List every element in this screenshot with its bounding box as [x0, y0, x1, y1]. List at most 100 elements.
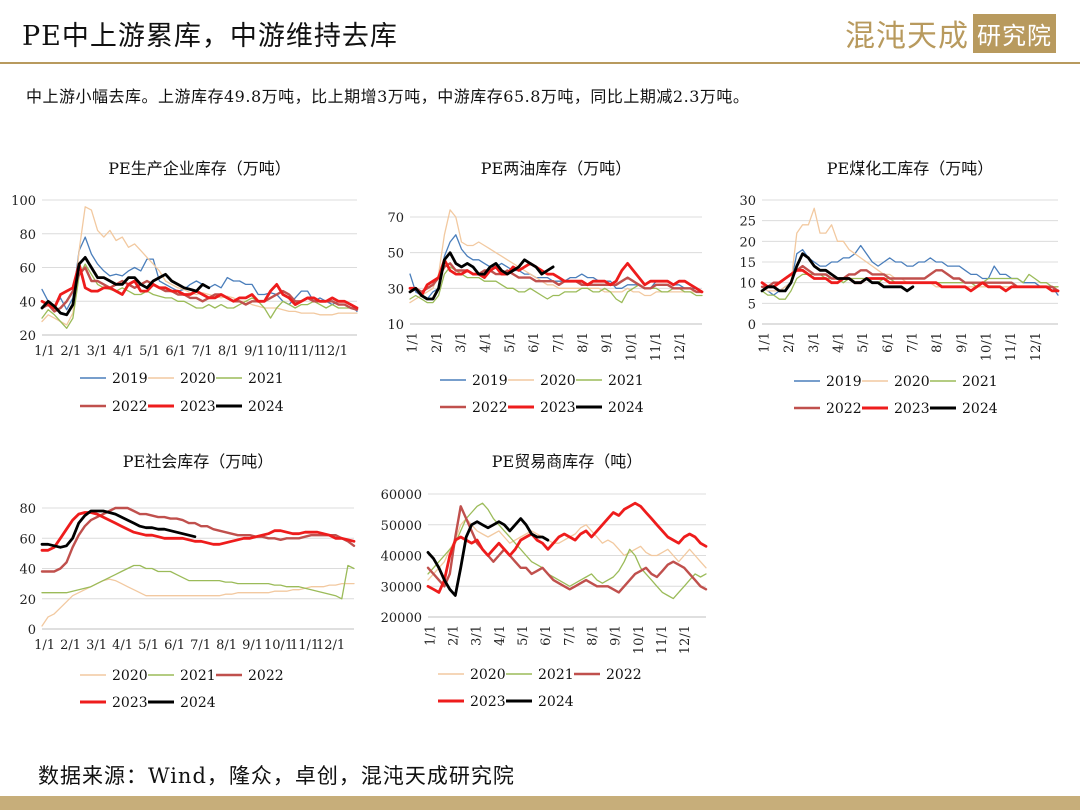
- x-tick-label: 5/1: [516, 625, 531, 646]
- series-line-2020: [409, 209, 703, 304]
- logo: 混沌天成 研究院: [845, 13, 1056, 54]
- legend-label: 2020: [112, 668, 148, 684]
- summary-text: 中上游小幅去库。上游库存49.8万吨，比上期增3万吨，中游库存65.8万吨，同比…: [26, 87, 750, 106]
- y-tick-label: 10: [387, 318, 404, 333]
- x-tick-label: 1/1: [34, 638, 55, 653]
- legend-label: 2024: [608, 400, 644, 416]
- chart-svg: PE生产企业库存（万吨） 20 40 60 80 100 1/1 2/1 3/1 4/1 5/1 6/…: [11, 159, 359, 415]
- series-line-2023: [760, 268, 1060, 293]
- x-tick-label: 12/1: [319, 344, 348, 359]
- series-line-2023: [408, 258, 704, 297]
- x-tick-label: 10/1: [264, 638, 293, 653]
- x-tick-label: 6/1: [164, 638, 185, 653]
- x-tick-label: 10/1: [266, 344, 295, 359]
- series-line-2022: [408, 262, 704, 294]
- y-tick-label: 60: [19, 262, 36, 277]
- y-tick-label: 5: [748, 297, 756, 312]
- y-tick-label: 40: [19, 295, 36, 310]
- x-tick-label: 1/1: [34, 344, 55, 359]
- legend-label: 2024: [248, 399, 284, 415]
- legend-label: 2021: [608, 373, 644, 389]
- header-divider: [0, 62, 1080, 64]
- x-tick-label: 1/1: [757, 332, 772, 353]
- x-tick-label: 5/1: [138, 638, 159, 653]
- chart-coal-chemical-inventory: PE煤化工库存（万吨） 0 5 10 15 20 25 30 1/1 2/1 3/1 4/1 5/1 6/…: [720, 150, 1080, 440]
- y-tick-label: 60000: [381, 488, 422, 503]
- y-tick-label: 0: [28, 623, 36, 638]
- x-tick-label: 6/1: [165, 344, 186, 359]
- legend-label: 2024: [538, 694, 574, 710]
- x-tick-label: 1/1: [423, 625, 438, 646]
- y-tick-label: 20: [19, 329, 36, 344]
- legend-label: 2021: [538, 667, 574, 683]
- x-tick-label: 2/1: [60, 638, 81, 653]
- legend-label: 2019: [826, 374, 862, 390]
- legend-label: 2020: [894, 374, 930, 390]
- y-tick-label: 20000: [381, 611, 422, 626]
- chart-svg: PE贸易商库存（吨） 20000 30000 40000 50000 60000 1/1 2/…: [381, 452, 708, 710]
- legend-label: 2022: [472, 400, 508, 416]
- y-tick-label: 50: [387, 247, 404, 262]
- x-tick-label: 3/1: [87, 344, 108, 359]
- x-tick-label: 11/1: [655, 625, 670, 654]
- x-tick-label: 11/1: [1004, 332, 1019, 361]
- footer-band: [0, 796, 1080, 810]
- x-tick-label: 12/1: [1029, 332, 1044, 361]
- legend-label: 2022: [606, 667, 642, 683]
- data-source: 数据来源：Wind，隆众，卓创，混沌天成研究院: [38, 764, 515, 788]
- x-tick-label: 7/1: [905, 332, 920, 353]
- chart-svg: PE煤化工库存（万吨） 0 5 10 15 20 25 30 1/1 2/1 3/1 4/1 5/1 6/…: [739, 159, 1060, 417]
- series-line-2023: [40, 262, 359, 310]
- y-tick-label: 70: [387, 211, 404, 226]
- x-tick-label: 3/1: [86, 638, 107, 653]
- series-line-2024: [426, 517, 550, 597]
- series-line-2021: [409, 266, 703, 304]
- y-tick-label: 15: [739, 256, 756, 271]
- series-line-2020: [41, 578, 355, 627]
- x-tick-label: 5/1: [139, 344, 160, 359]
- series-line-2019: [409, 234, 703, 300]
- x-tick-label: 4/1: [493, 625, 508, 646]
- x-tick-label: 9/1: [242, 638, 263, 653]
- legend-label: 2019: [472, 373, 508, 389]
- x-tick-label: 4/1: [113, 344, 134, 359]
- x-tick-label: 9/1: [955, 332, 970, 353]
- series-line-2021: [427, 502, 707, 600]
- x-tick-label: 12/1: [316, 638, 345, 653]
- series-line-2022: [40, 506, 356, 573]
- y-tick-label: 10: [739, 277, 756, 292]
- chart-social-inventory: PE社会库存（万吨） 0 20 40 60 80 1/1 2/1 3/1 4/1 5/1 6/1 7/1…: [0, 443, 360, 733]
- x-tick-label: 11/1: [293, 344, 322, 359]
- x-tick-label: 7/1: [562, 625, 577, 646]
- legend-label: 2020: [180, 371, 216, 387]
- series-line-2023: [426, 501, 708, 594]
- x-tick-label: 8/1: [218, 344, 239, 359]
- x-tick-label: 4/1: [478, 332, 493, 353]
- legend-label: 2023: [470, 694, 506, 710]
- x-tick-label: 5/1: [503, 332, 518, 353]
- chart-title: PE煤化工库存（万吨）: [827, 159, 993, 178]
- series-line-2024: [40, 256, 211, 317]
- x-tick-label: 12/1: [673, 332, 688, 361]
- legend-label: 2024: [962, 401, 998, 417]
- series-line-2020: [427, 517, 707, 581]
- x-tick-label: 2/1: [430, 332, 445, 353]
- y-tick-label: 20: [19, 593, 36, 608]
- series-line-2024: [408, 251, 555, 301]
- legend-label: 2022: [248, 668, 284, 684]
- x-tick-label: 10/1: [979, 332, 994, 361]
- y-tick-label: 20: [739, 235, 756, 250]
- series-line-2023: [40, 511, 356, 552]
- x-tick-label: 9/1: [244, 344, 265, 359]
- series-line-2021: [41, 263, 358, 329]
- legend-label: 2022: [826, 401, 862, 417]
- chart-trader-inventory: PE贸易商库存（吨） 20000 30000 40000 50000 60000 1/1 2/…: [360, 443, 720, 733]
- x-tick-label: 8/1: [216, 638, 237, 653]
- x-tick-label: 10/1: [624, 332, 639, 361]
- x-tick-label: 2/1: [782, 332, 797, 353]
- logo-box-text: 研究院: [973, 13, 1056, 53]
- x-tick-label: 7/1: [551, 332, 566, 353]
- x-tick-label: 12/1: [678, 625, 693, 654]
- legend-label: 2021: [248, 371, 284, 387]
- chart-svg: PE社会库存（万吨） 0 20 40 60 80 1/1 2/1 3/1 4/1 5/1 6/1 7/1…: [19, 452, 356, 711]
